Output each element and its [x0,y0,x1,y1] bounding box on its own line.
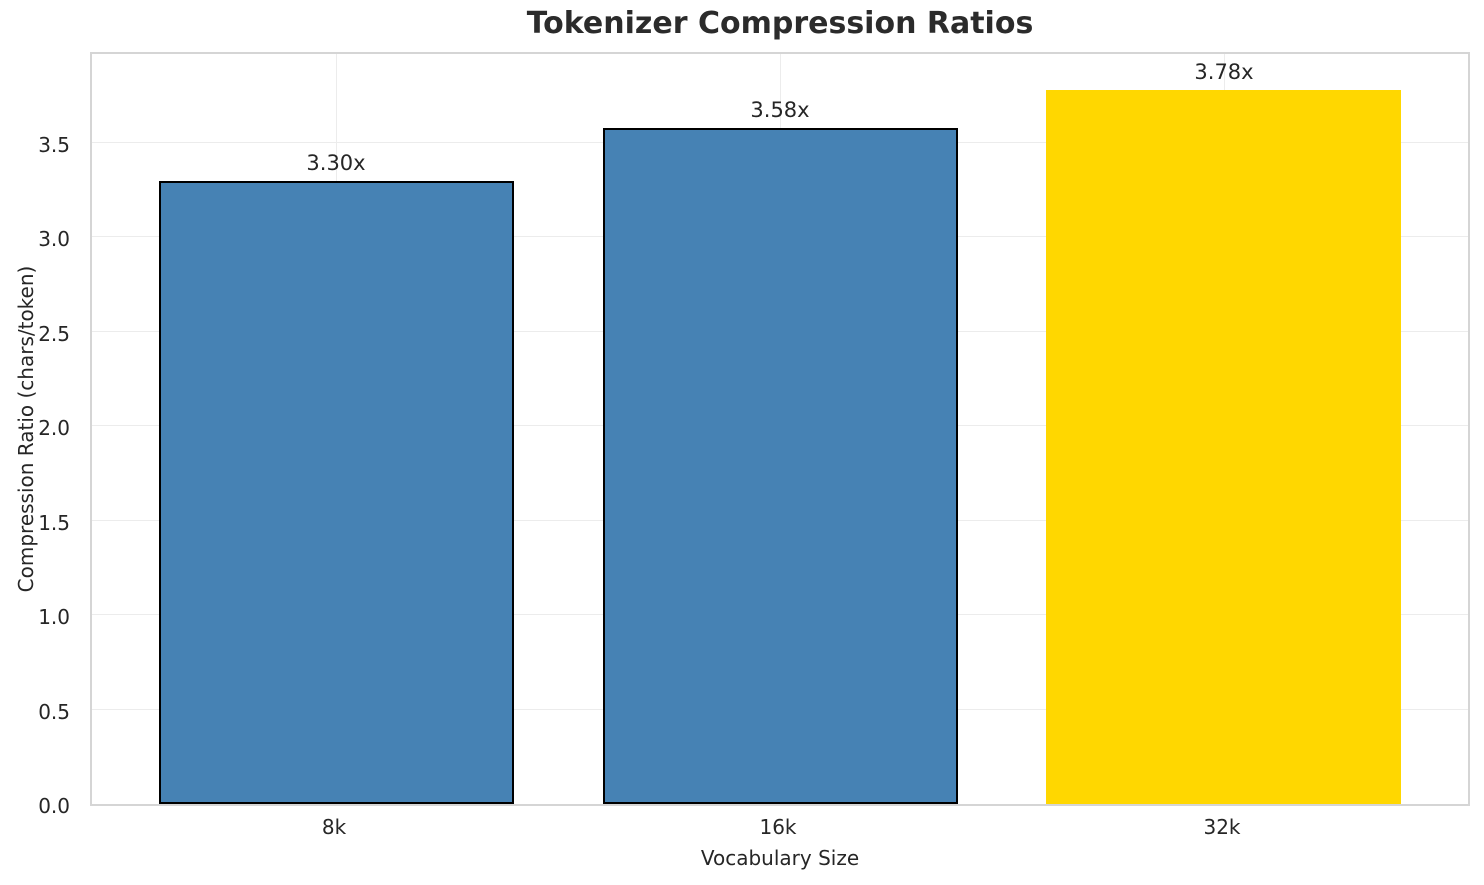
y-tick-labels: 0.0 0.5 1.0 1.5 2.0 2.5 3.0 3.5 [0,52,80,818]
x-tick-label-32k: 32k [1203,815,1241,839]
y-tick-label: 0.5 [38,699,70,724]
bar-8k [159,181,514,804]
bar-32k [1046,90,1401,804]
y-tick-label: 2.0 [38,416,70,441]
y-tick-label: 1.0 [38,605,70,630]
bar-16k [603,128,958,804]
y-tick-label: 3.0 [38,227,70,252]
y-tick-label: 3.5 [38,132,70,157]
chart-title: Tokenizer Compression Ratios [526,6,1034,41]
plot-area: 3.30x 3.58x 3.78x [90,52,1470,806]
bar-value-label: 3.58x [750,98,810,122]
bar-value-label: 3.30x [306,151,366,175]
plot-inner: 3.30x 3.58x 3.78x [92,54,1468,804]
x-tick-label-8k: 8k [321,815,347,839]
y-axis-label: Compression Ratio (chars/token) [14,265,38,593]
y-tick-label: 0.0 [38,794,70,818]
y-tick-label: 1.5 [38,510,70,535]
x-tick-label-16k: 16k [759,815,797,839]
x-tick-labels: 8k 16k 32k [90,808,1470,842]
bar-value-label: 3.78x [1194,60,1254,84]
x-axis-label: Vocabulary Size [700,846,860,870]
y-tick-label: 2.5 [38,321,70,346]
